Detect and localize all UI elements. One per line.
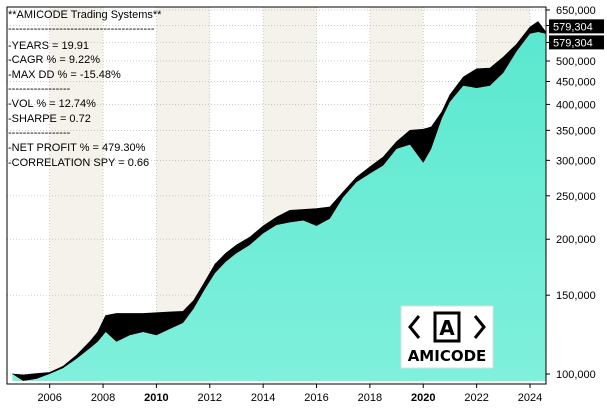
stats-years: -YEARS = 19.91 <box>8 40 89 52</box>
x-tick-label: 2008 <box>91 392 115 404</box>
x-tick-label: 2012 <box>198 392 222 404</box>
last-value-labels: 579,304 579,304 <box>549 19 604 50</box>
x-tick-label: 2010 <box>144 392 168 404</box>
y-tick-label: 350,000 <box>556 125 596 137</box>
last-value-label: 579,304 <box>553 21 593 33</box>
equity-line <box>12 21 547 376</box>
x-tick-label: 2020 <box>411 392 435 404</box>
last-value-label: 579,304 <box>553 37 593 49</box>
stats-sharpe: -SHARPE = 0.72 <box>8 113 91 125</box>
stats-separator: ---------------------------------------- <box>8 23 155 35</box>
y-tick-label: 500,000 <box>556 56 596 68</box>
chevron-right-icon <box>473 315 486 339</box>
x-axis: 2006 2008 2010 2012 2014 2016 2018 2020 2022 2024 <box>37 384 542 404</box>
equity-area <box>12 32 547 381</box>
y-tick-label: 100,000 <box>556 369 596 381</box>
x-tick-label: 2006 <box>37 392 61 404</box>
stats-vol: -VOL % = 12.74% <box>8 98 96 110</box>
stats-separator: ----------------- <box>8 83 71 95</box>
stats-net-profit: -NET PROFIT % = 479.30% <box>8 142 146 154</box>
stats-header: **AMICODE Trading Systems** <box>8 9 162 21</box>
x-tick-label: 2024 <box>518 392 542 404</box>
logo-brand: AMICODE <box>408 347 487 365</box>
amicode-logo: A AMICODE <box>400 305 494 369</box>
x-tick-label: 2018 <box>358 392 382 404</box>
stats-maxdd: -MAX DD % = -15.48% <box>8 69 121 81</box>
stats-panel: **AMICODE Trading Systems** ------------… <box>8 9 162 169</box>
stats-separator: ----------------- <box>8 127 71 139</box>
logo-mark: A <box>439 316 455 340</box>
y-tick-label: 650,000 <box>556 5 596 17</box>
y-tick-label: 150,000 <box>556 290 596 302</box>
y-tick-label: 200,000 <box>556 234 596 246</box>
x-tick-label: 2014 <box>251 392 275 404</box>
y-tick-label: 450,000 <box>556 76 596 88</box>
last-value-badge <box>549 35 604 50</box>
x-tick-label: 2022 <box>464 392 488 404</box>
chevron-left-icon <box>408 315 421 339</box>
y-tick-label: 300,000 <box>556 155 596 167</box>
logo-mark-frame <box>433 311 461 343</box>
stats-cagr: -CAGR % = 9.22% <box>8 54 100 66</box>
equity-series <box>12 21 547 381</box>
y-axis: 100,000 150,000 200,000 250,000 300,000 350,0… <box>546 5 596 381</box>
x-tick-label: 2016 <box>304 392 328 404</box>
y-tick-label: 400,000 <box>556 99 596 111</box>
stats-correlation: -CORRELATION SPY = 0.66 <box>8 157 149 169</box>
y-tick-label: 250,000 <box>556 191 596 203</box>
last-value-badge <box>549 19 604 34</box>
